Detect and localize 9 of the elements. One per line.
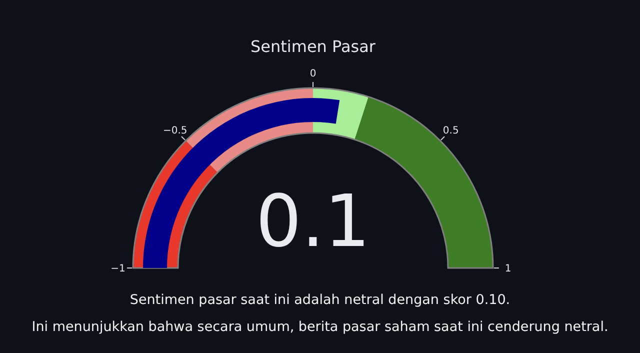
text: 1 <box>504 264 512 274</box>
text: Ini menunjukkan bahwa secara umum, berita pasar saham saat ini cenderung netral. <box>32 319 608 335</box>
text: −0.5 <box>162 126 188 137</box>
text: Sentimen Pasar <box>250 37 376 56</box>
text: −1 <box>110 264 126 274</box>
data-label: 0.1 <box>256 179 370 263</box>
text: Sentimen pasar saat ini adalah netral dengan skor 0.10. <box>130 292 510 308</box>
text: 0.5 <box>442 126 459 137</box>
text: 0 <box>310 68 316 80</box>
